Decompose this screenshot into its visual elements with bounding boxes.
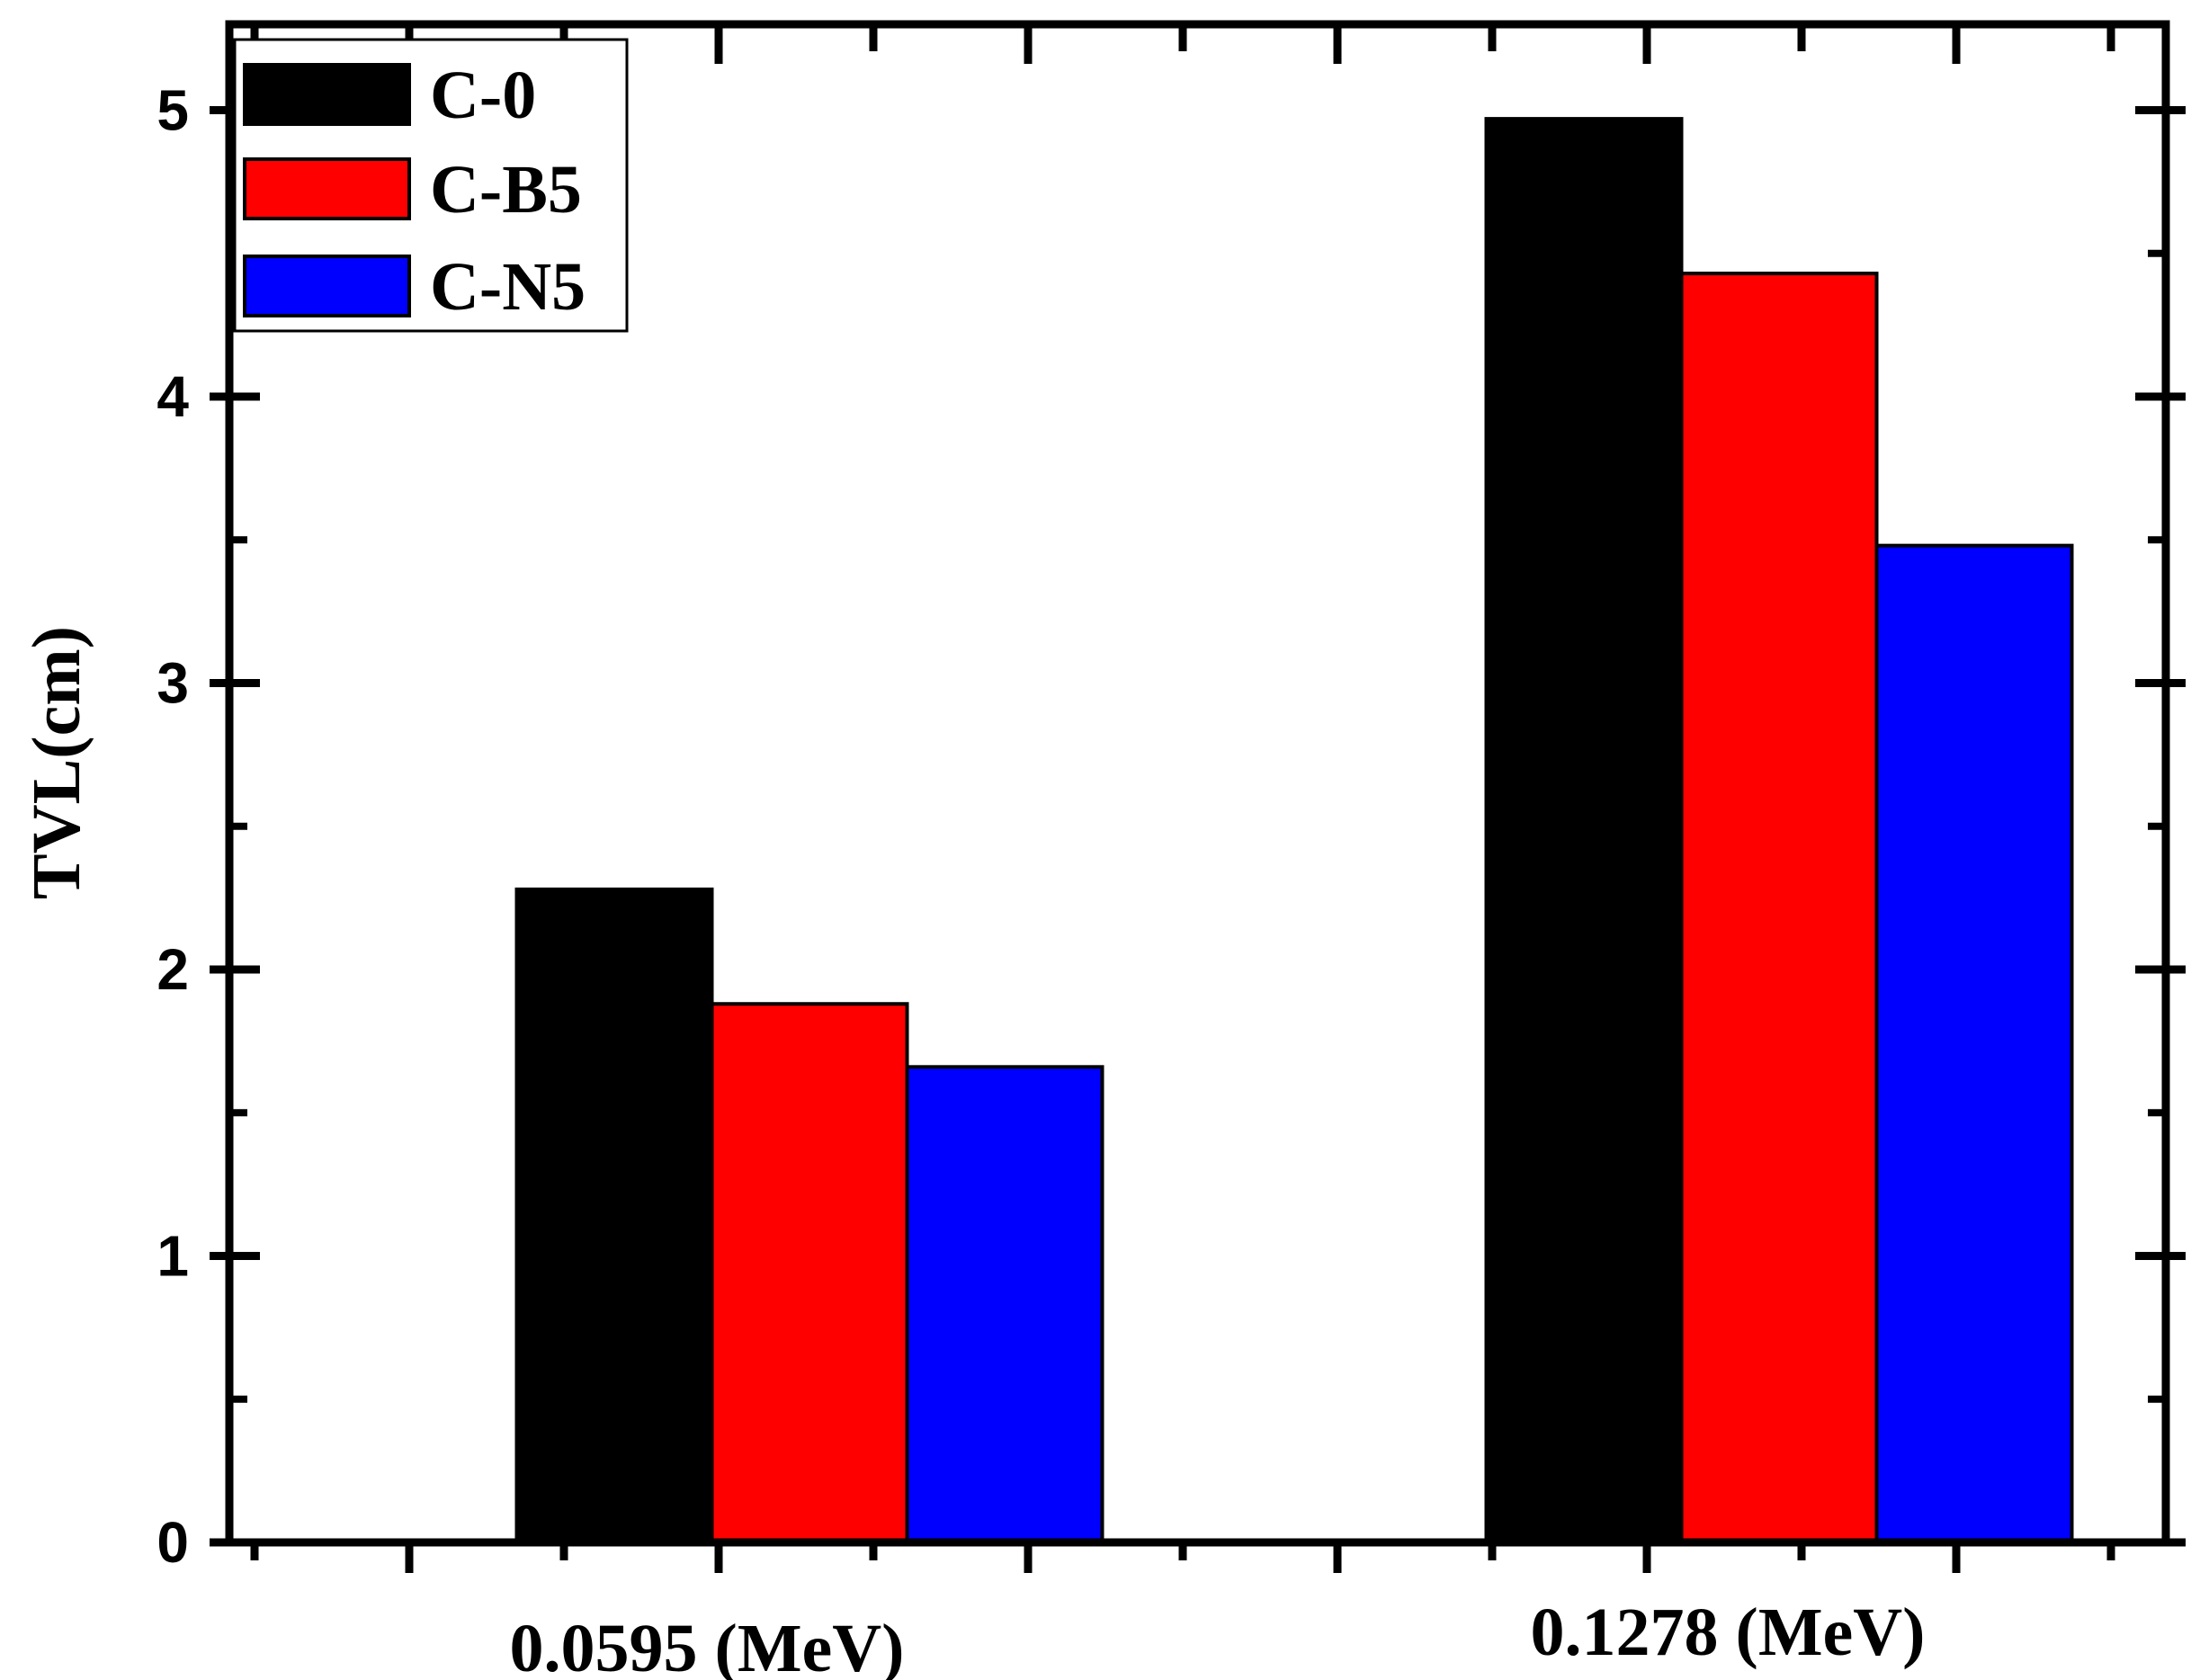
bar-c-b5-2 <box>1679 272 1879 1544</box>
x-category-label: 0.0595 (MeV) <box>510 1611 905 1680</box>
legend-label-c-n5: C-N5 <box>430 249 586 325</box>
y-tick-label: 2 <box>156 937 189 1002</box>
y-tick-label: 0 <box>156 1510 189 1575</box>
axes-layer <box>210 20 2186 1573</box>
y-axis-title: TVL(cm) <box>19 626 94 899</box>
y-tick-label: 5 <box>156 78 189 143</box>
x-category-labels: 0.0595 (MeV) 0.1278 (MeV) <box>510 1595 1926 1680</box>
legend-label-c-0: C-0 <box>430 58 536 133</box>
bar-c-n5-2 <box>1874 543 2074 1544</box>
bar-c-0-1 <box>514 887 714 1544</box>
x-category-label: 0.1278 (MeV) <box>1531 1595 1926 1670</box>
bar-c-n5-1 <box>905 1065 1104 1544</box>
legend-swatch-c-0 <box>243 63 411 126</box>
y-tick-label: 1 <box>156 1224 189 1289</box>
plot-frame <box>225 20 2170 1547</box>
bar-c-b5-1 <box>710 1002 909 1545</box>
y-tick-label: 3 <box>156 651 189 716</box>
y-tick-labels: 0 1 2 3 4 5 <box>156 78 189 1575</box>
legend-label-c-b5: C-B5 <box>430 152 582 228</box>
y-tick-label: 4 <box>156 364 189 429</box>
bar-c-0-2 <box>1484 117 1684 1544</box>
legend: C-0 C-B5 C-N5 <box>233 38 629 333</box>
legend-swatch-c-n5 <box>243 255 411 317</box>
bars-layer <box>514 117 2074 1545</box>
legend-swatch-c-b5 <box>243 157 411 220</box>
